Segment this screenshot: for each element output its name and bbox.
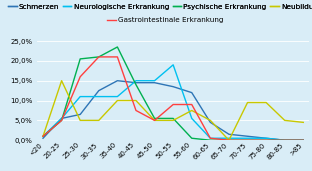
Schmerzen bbox=[97, 90, 101, 92]
Schmerzen bbox=[171, 86, 175, 88]
Neurologische Erkrankung bbox=[246, 137, 249, 139]
Gastrointestinale Erkrankung bbox=[190, 103, 194, 106]
Gastrointestinale Erkrankung bbox=[41, 135, 45, 137]
Gastrointestinale Erkrankung bbox=[227, 139, 231, 141]
Gastrointestinale Erkrankung bbox=[171, 103, 175, 106]
Neubildung bbox=[208, 119, 212, 121]
Neurologische Erkrankung bbox=[227, 137, 231, 139]
Neubildung bbox=[134, 100, 138, 102]
Neubildung bbox=[190, 109, 194, 111]
Schmerzen bbox=[246, 135, 249, 137]
Schmerzen bbox=[115, 80, 119, 82]
Neurologische Erkrankung bbox=[301, 139, 305, 141]
Schmerzen bbox=[227, 133, 231, 135]
Neubildung bbox=[246, 102, 249, 104]
Schmerzen bbox=[41, 137, 45, 139]
Neubildung bbox=[301, 121, 305, 123]
Neurologische Erkrankung bbox=[78, 96, 82, 98]
Legend: Schmerzen, Neurologische Erkrankung, Psychische Erkrankung, Neubildung: Schmerzen, Neurologische Erkrankung, Psy… bbox=[8, 4, 312, 10]
Schmerzen bbox=[264, 137, 268, 139]
Psychische Erkrankung bbox=[227, 139, 231, 141]
Neurologische Erkrankung bbox=[115, 96, 119, 98]
Psychische Erkrankung bbox=[208, 139, 212, 141]
Schmerzen bbox=[78, 113, 82, 115]
Line: Neubildung: Neubildung bbox=[43, 81, 303, 140]
Psychische Erkrankung bbox=[115, 46, 119, 48]
Legend: Gastrointestinale Erkrankung: Gastrointestinale Erkrankung bbox=[107, 17, 223, 23]
Psychische Erkrankung bbox=[153, 117, 156, 119]
Neubildung bbox=[227, 139, 231, 141]
Psychische Erkrankung bbox=[171, 117, 175, 119]
Line: Gastrointestinale Erkrankung: Gastrointestinale Erkrankung bbox=[43, 57, 303, 140]
Gastrointestinale Erkrankung bbox=[78, 76, 82, 78]
Schmerzen bbox=[208, 121, 212, 123]
Psychische Erkrankung bbox=[283, 139, 287, 141]
Neubildung bbox=[60, 80, 63, 82]
Neurologische Erkrankung bbox=[41, 135, 45, 137]
Gastrointestinale Erkrankung bbox=[153, 119, 156, 121]
Neubildung bbox=[41, 135, 45, 137]
Line: Psychische Erkrankung: Psychische Erkrankung bbox=[43, 47, 303, 140]
Gastrointestinale Erkrankung bbox=[115, 56, 119, 58]
Neubildung bbox=[97, 119, 101, 121]
Gastrointestinale Erkrankung bbox=[301, 139, 305, 141]
Neurologische Erkrankung bbox=[208, 137, 212, 139]
Line: Neurologische Erkrankung: Neurologische Erkrankung bbox=[43, 65, 303, 140]
Psychische Erkrankung bbox=[78, 58, 82, 60]
Schmerzen bbox=[153, 82, 156, 84]
Neubildung bbox=[153, 119, 156, 121]
Neurologische Erkrankung bbox=[134, 80, 138, 82]
Neurologische Erkrankung bbox=[264, 137, 268, 139]
Line: Schmerzen: Schmerzen bbox=[43, 81, 303, 140]
Neurologische Erkrankung bbox=[97, 96, 101, 98]
Gastrointestinale Erkrankung bbox=[283, 139, 287, 141]
Psychische Erkrankung bbox=[60, 119, 63, 121]
Gastrointestinale Erkrankung bbox=[97, 56, 101, 58]
Neubildung bbox=[264, 102, 268, 104]
Gastrointestinale Erkrankung bbox=[134, 109, 138, 111]
Schmerzen bbox=[60, 117, 63, 119]
Neubildung bbox=[78, 119, 82, 121]
Psychische Erkrankung bbox=[264, 139, 268, 141]
Neubildung bbox=[283, 119, 287, 121]
Neubildung bbox=[115, 100, 119, 102]
Psychische Erkrankung bbox=[134, 84, 138, 86]
Schmerzen bbox=[134, 82, 138, 84]
Schmerzen bbox=[190, 92, 194, 94]
Psychische Erkrankung bbox=[97, 56, 101, 58]
Psychische Erkrankung bbox=[41, 135, 45, 137]
Gastrointestinale Erkrankung bbox=[264, 139, 268, 141]
Neubildung bbox=[171, 119, 175, 121]
Psychische Erkrankung bbox=[246, 139, 249, 141]
Neurologische Erkrankung bbox=[60, 117, 63, 119]
Neurologische Erkrankung bbox=[171, 64, 175, 66]
Psychische Erkrankung bbox=[301, 139, 305, 141]
Psychische Erkrankung bbox=[190, 137, 194, 139]
Gastrointestinale Erkrankung bbox=[60, 119, 63, 121]
Gastrointestinale Erkrankung bbox=[208, 137, 212, 139]
Schmerzen bbox=[283, 139, 287, 141]
Neurologische Erkrankung bbox=[153, 80, 156, 82]
Neurologische Erkrankung bbox=[190, 117, 194, 119]
Schmerzen bbox=[301, 139, 305, 141]
Gastrointestinale Erkrankung bbox=[246, 139, 249, 141]
Neurologische Erkrankung bbox=[283, 139, 287, 141]
